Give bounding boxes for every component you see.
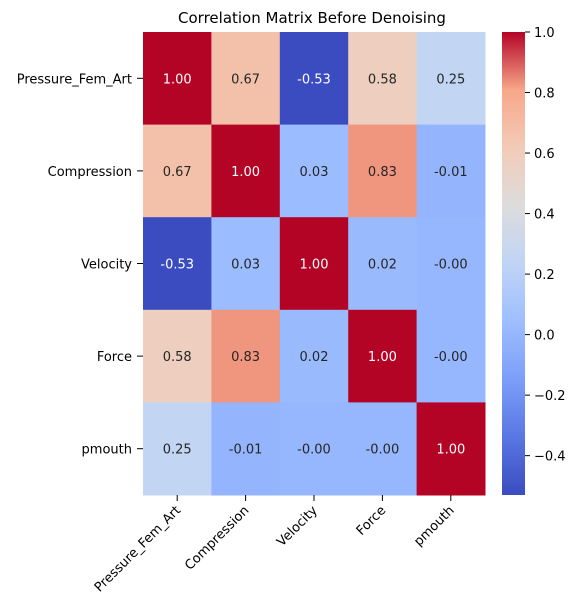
colorbar-tick-label: 1.0 [534,26,555,41]
heatmap-cell [211,309,281,403]
heatmap-cell [211,217,281,311]
cell-value-label: 0.02 [300,350,329,365]
cell-value-label: 0.67 [163,165,192,180]
cell-value-label: 1.00 [300,258,329,273]
heatmap-cell [143,309,212,403]
cell-value-label: 0.58 [163,350,192,365]
heatmap-cell [143,124,212,218]
cell-value-label: 0.83 [231,350,260,365]
colorbar-ticks: −0.4 −0.2 0.0 0.2 0.4 0.6 0.8 1.0 [525,26,566,465]
heatmap-cell [143,402,212,496]
heatmap-cell [416,32,486,126]
cell-value-label: -0.53 [160,258,194,273]
colorbar-tick-label: 0.8 [534,87,555,102]
row-label: pmouth [82,443,132,458]
row-label: Force [97,350,132,365]
colorbar-tick-label: 0.6 [534,147,555,162]
row-label: Pressure_Fem_Art [17,72,132,87]
column-label: Compression [182,503,252,573]
cell-value-label: 0.25 [163,443,192,458]
heatmap-cell [211,124,281,218]
chart-title: Correlation Matrix Before Denoising [178,9,446,27]
colorbar: −0.4 −0.2 0.0 0.2 0.4 0.6 0.8 1.0 [502,26,566,495]
colorbar-tick-label: −0.2 [534,389,566,404]
cell-value-label: -0.01 [229,443,263,458]
heatmap-cell [348,32,418,126]
cell-value-label: 0.58 [368,72,397,87]
heatmap-cell [211,402,281,496]
cell-value-label: 0.83 [368,165,397,180]
heatmap-cell [143,217,212,311]
row-label: Compression [48,165,132,180]
heatmap-cell [416,309,486,403]
column-label: Pressure_Fem_Art [92,503,184,595]
column-label: Velocity [274,503,321,550]
cell-value-label: 1.00 [231,165,260,180]
colorbar-tick-label: 0.0 [534,329,555,344]
heatmap-cells [143,32,486,496]
heatmap-cell [279,309,349,403]
heatmap-cell [348,402,418,496]
cell-value-label: -0.53 [297,72,331,87]
row-axis-labels: Pressure_Fem_Art Compression Velocity Force… [17,72,143,458]
column-label: pmouth [411,503,457,549]
heatmap-value-labels: 1.00 0.67 -0.53 0.58 0.25 0.67 1.00 0.03 0.83 -0.… [160,72,467,457]
heatmap-cell [279,32,349,126]
heatmap-cell [348,124,418,218]
cell-value-label: -0.01 [434,165,468,180]
heatmap-cell [211,32,281,126]
cell-value-label: 0.03 [300,165,329,180]
cell-value-label: 0.02 [368,258,397,273]
cell-value-label: -0.00 [366,443,400,458]
cell-value-label: 0.25 [436,72,465,87]
heatmap-cell [416,402,486,496]
heatmap-cell [279,217,349,311]
colorbar-gradient [502,32,525,495]
cell-value-label: 1.00 [436,443,465,458]
cell-value-label: 0.67 [231,72,260,87]
heatmap-cell [348,217,418,311]
heatmap-cell [279,124,349,218]
colorbar-tick-label: −0.4 [534,450,566,465]
heatmap-cell [416,124,486,218]
heatmap-cell [143,32,212,126]
cell-value-label: 0.03 [231,258,260,273]
heatmap-cell [279,402,349,496]
cell-value-label: 1.00 [368,350,397,365]
cell-value-label: -0.00 [434,350,468,365]
cell-value-label: 1.00 [163,72,192,87]
colorbar-tick-label: 0.4 [534,208,555,223]
column-label: Force [354,503,389,538]
heatmap-cell [416,217,486,311]
colorbar-tick-label: 0.2 [534,268,555,283]
cell-value-label: -0.00 [434,258,468,273]
heatmap-cell [348,309,418,403]
row-label: Velocity [81,258,132,273]
cell-value-label: -0.00 [297,443,331,458]
